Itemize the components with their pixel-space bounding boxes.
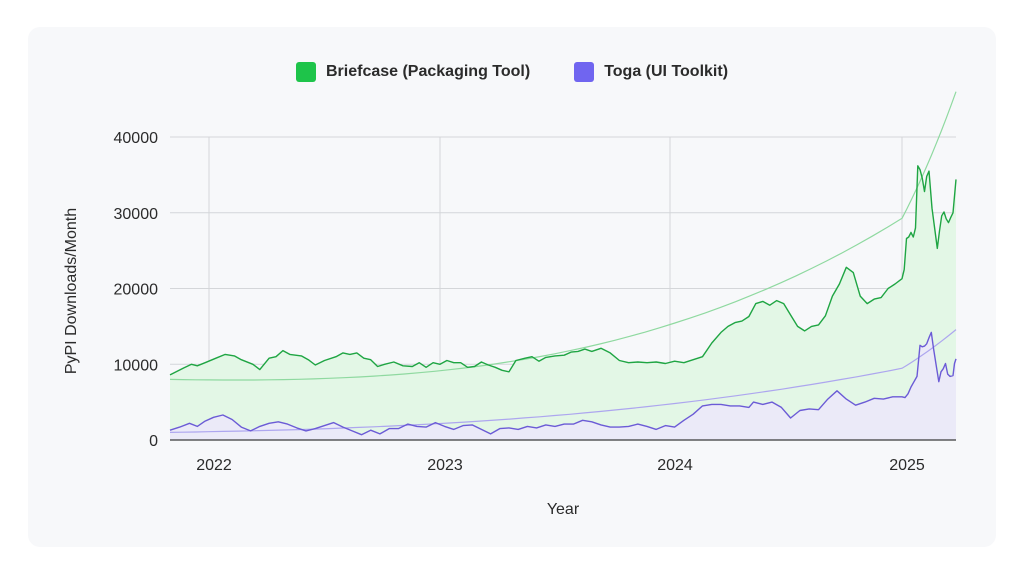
series-area-0 bbox=[170, 165, 956, 441]
y-tick-label: 20000 bbox=[114, 282, 159, 299]
y-axis-title: PyPI Downloads/Month bbox=[63, 208, 80, 374]
legend-swatch-toga bbox=[574, 62, 595, 82]
chart-lines bbox=[169, 165, 957, 436]
legend-label-briefcase: Briefcase (Packaging Tool) bbox=[325, 63, 531, 80]
legend-item-briefcase[interactable]: Briefcase (Packaging Tool) bbox=[295, 62, 531, 82]
x-tick-label: 2022 bbox=[196, 457, 232, 474]
series-line-0 bbox=[169, 165, 957, 376]
x-axis-title: Year bbox=[547, 501, 580, 518]
series-line-1 bbox=[169, 331, 957, 436]
x-tick-labels: 2022 2023 2024 2025 bbox=[196, 457, 925, 474]
series-trendline-0 bbox=[169, 91, 957, 381]
y-tick-label: 10000 bbox=[114, 357, 159, 374]
legend-item-toga[interactable]: Toga (UI Toolkit) bbox=[574, 62, 728, 82]
chart-legend: Briefcase (Packaging Tool) Toga (UI Tool… bbox=[0, 62, 1024, 82]
y-tick-label: 30000 bbox=[114, 206, 159, 223]
y-tick-label: 0 bbox=[149, 433, 158, 450]
y-tick-label: 40000 bbox=[114, 130, 159, 147]
chart-card bbox=[28, 27, 996, 547]
series-area-1 bbox=[170, 332, 956, 440]
x-tick-label: 2023 bbox=[427, 457, 463, 474]
chart-areas bbox=[170, 165, 956, 441]
x-tick-label: 2025 bbox=[889, 457, 925, 474]
legend-swatch-briefcase bbox=[295, 62, 316, 82]
x-tick-label: 2024 bbox=[657, 457, 693, 474]
legend-label-toga: Toga (UI Toolkit) bbox=[604, 63, 729, 80]
y-tick-labels: 0 10000 20000 30000 40000 bbox=[114, 130, 159, 450]
